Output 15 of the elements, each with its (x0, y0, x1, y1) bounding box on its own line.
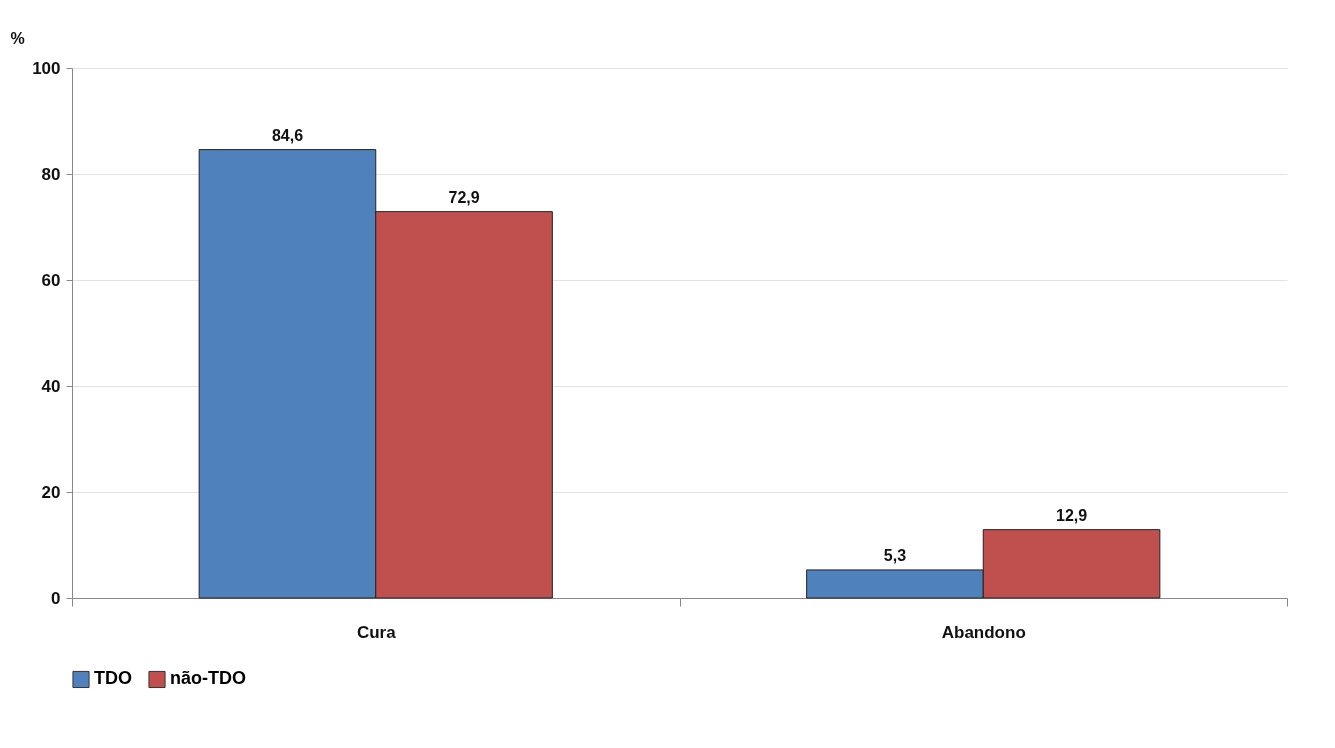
data-label: 5,3 (883, 546, 907, 564)
data-label: 12,9 (1055, 506, 1088, 524)
data-label: 84,6 (271, 126, 304, 144)
legend-label: não-TDO (170, 668, 246, 689)
y-tick-label: 60 (41, 270, 61, 290)
y-tick-label: 100 (32, 58, 61, 78)
y-tick-label: 20 (41, 482, 61, 502)
y-tick-label: 40 (41, 376, 61, 396)
y-tick-label: 0 (51, 588, 61, 608)
legend-label: TDO (94, 668, 132, 689)
data-label: 72,9 (448, 188, 480, 206)
x-tick-label: Abandono (941, 622, 1026, 642)
x-tick-label: Cura (356, 622, 397, 642)
y-tick-label: 80 (41, 164, 61, 184)
y-axis-title: % (10, 29, 25, 47)
